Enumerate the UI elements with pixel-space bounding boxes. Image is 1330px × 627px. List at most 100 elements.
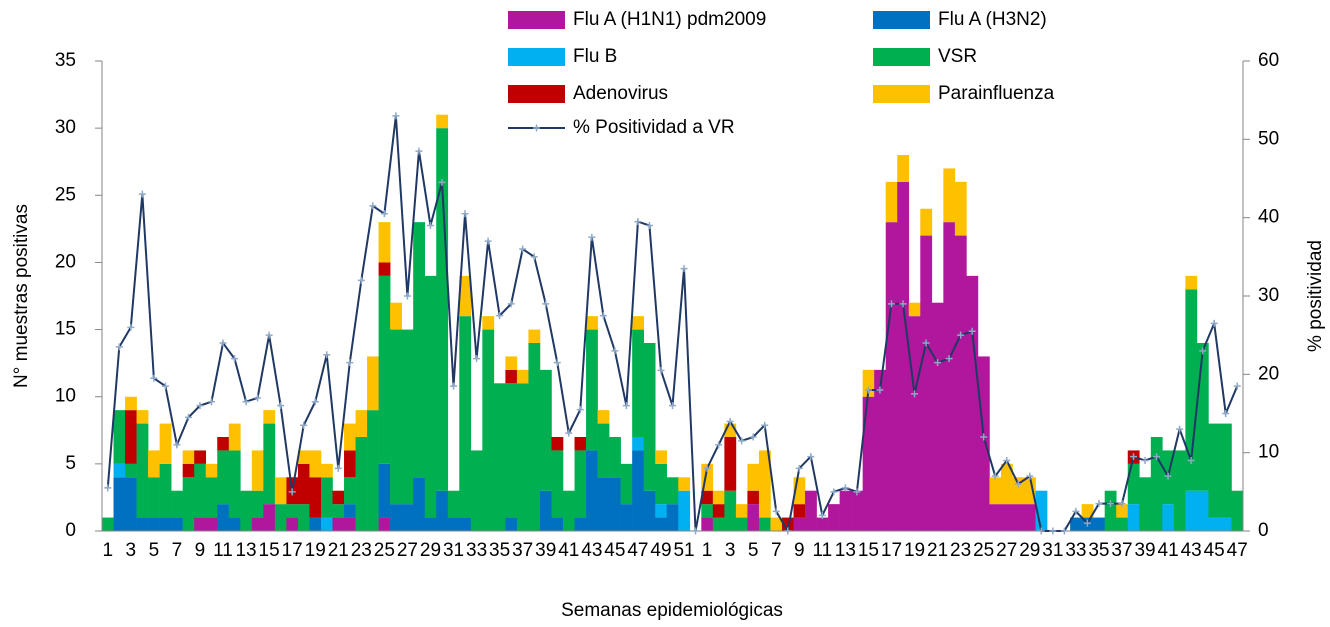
marker-cross (450, 382, 458, 390)
bar-segment (770, 517, 783, 531)
marker-cross (207, 398, 215, 406)
line-marker (127, 323, 135, 331)
bar-segment (125, 463, 137, 478)
marker-cross (887, 300, 895, 308)
bar-segment (505, 369, 518, 384)
bar-segment (378, 222, 391, 263)
bar-segment (159, 423, 172, 464)
bar-segment (148, 517, 160, 531)
marker-cross (957, 331, 965, 339)
line-series (106, 115, 1239, 534)
line-marker (530, 253, 538, 261)
marker-cross (738, 437, 746, 445)
line-marker (576, 406, 584, 414)
bar-segment (297, 463, 310, 505)
line-marker (507, 300, 515, 308)
x-tick-label: 11 (812, 540, 832, 561)
x-tick-label: 41 (1158, 540, 1179, 561)
marker-cross (841, 484, 849, 492)
bar-segment (355, 437, 368, 531)
bar-segment (724, 423, 737, 437)
line-marker (277, 402, 285, 410)
line-marker (161, 382, 169, 390)
marker-cross (876, 386, 884, 394)
x-tick-label: 19 (904, 540, 925, 561)
marker-cross (864, 386, 872, 394)
bar-segment (1162, 504, 1175, 531)
y-tick-label: 5 (65, 453, 76, 474)
line-marker (231, 355, 239, 363)
marker-cross (1072, 507, 1080, 515)
x-tick-label: 9 (195, 540, 206, 561)
bar-segment (781, 517, 794, 531)
bar-segment (977, 356, 990, 531)
x-tick-label: 35 (1088, 540, 1109, 561)
bar-segment (424, 517, 437, 531)
marker-cross (346, 359, 354, 367)
line-marker (1153, 453, 1161, 461)
marker-cross (784, 527, 792, 535)
legend-swatch (508, 11, 565, 29)
line-marker (1060, 527, 1068, 535)
x-tick-label: 17 (881, 540, 902, 561)
x-tick-label: 31 (443, 540, 464, 561)
y2-tick-label: 0 (1258, 520, 1269, 541)
marker-cross (161, 382, 169, 390)
x-tick-label: 45 (604, 540, 625, 561)
x-tick-label: 35 (489, 540, 510, 561)
bar-segment (597, 410, 610, 424)
line-marker (254, 394, 262, 402)
bar-segment (539, 369, 552, 491)
bar-segment (159, 463, 172, 518)
bar-segment (609, 437, 621, 478)
marker-cross (795, 464, 803, 472)
line-marker (899, 300, 907, 308)
bar-segment (666, 477, 679, 505)
bar-segment (1150, 437, 1163, 531)
bar-segment (747, 504, 760, 531)
bar-segment (401, 504, 414, 531)
marker-cross (1106, 500, 1114, 508)
bar-segment (954, 181, 967, 236)
x-tick-label: 37 (512, 540, 533, 561)
x-tick-label: 31 (1042, 540, 1063, 561)
bar-segment (390, 504, 402, 531)
bar-segment (136, 517, 149, 531)
line-marker (311, 398, 319, 406)
x-tick-label: 15 (259, 540, 280, 561)
bar-segment (851, 490, 863, 531)
bar-segment (332, 504, 345, 518)
bar-segment (701, 463, 714, 491)
y-tick-label: 30 (55, 117, 76, 138)
marker-cross (265, 331, 273, 339)
marker-cross (1014, 480, 1022, 488)
bar-segment (805, 490, 817, 531)
bar-segment (1196, 343, 1209, 491)
x-tick-label: 27 (397, 540, 418, 561)
x-tick-label: 45 (1204, 540, 1225, 561)
bar-segment (609, 477, 621, 531)
bar-segment (263, 423, 276, 505)
line-marker (807, 453, 815, 461)
marker-cross (622, 402, 630, 410)
marker-cross (392, 112, 400, 120)
bar-segment (171, 490, 183, 518)
x-tick-label: 33 (466, 540, 487, 561)
bar-segment (655, 504, 668, 518)
bar-segment (1012, 504, 1025, 531)
bar-segment (344, 504, 356, 518)
legend-label: Flu A (H3N2) (938, 9, 1047, 30)
bar-segment (436, 490, 449, 531)
marker-cross (703, 464, 711, 472)
marker-cross (715, 441, 723, 449)
bar-segment (1104, 490, 1117, 531)
line-marker (1187, 457, 1195, 464)
bar-segment (1219, 517, 1232, 531)
marker-cross (1210, 319, 1218, 327)
marker-cross (300, 421, 308, 429)
bar-segment (482, 316, 495, 330)
bar-segment (194, 450, 207, 464)
bar-segment (724, 437, 737, 491)
bar-segment (493, 383, 506, 531)
